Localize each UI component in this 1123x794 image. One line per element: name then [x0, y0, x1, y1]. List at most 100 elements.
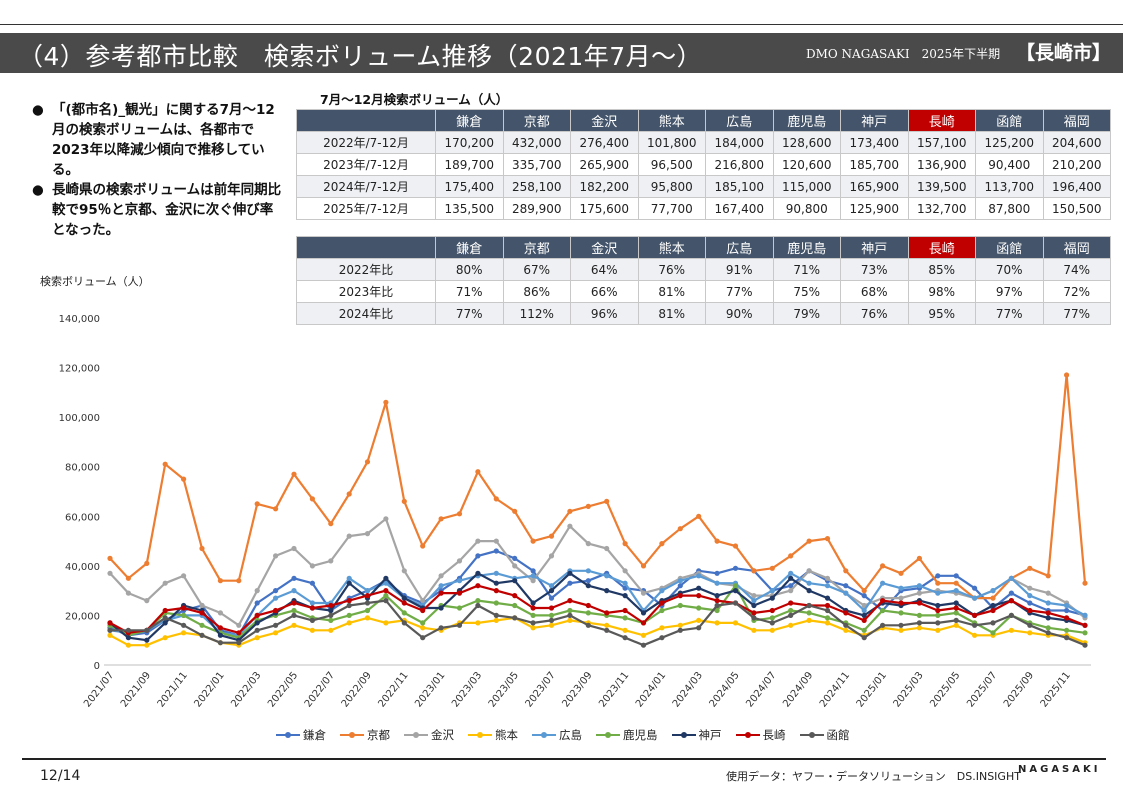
legend-label: 長崎: [762, 728, 786, 742]
data-point: [972, 622, 978, 628]
data-point: [364, 615, 371, 621]
data-point: [824, 595, 831, 601]
data-point: [420, 598, 426, 604]
legend-dot: [680, 732, 687, 738]
x-tick-label: 2021/09: [119, 670, 153, 710]
data-point: [604, 622, 610, 628]
ratio-table-cell: 68%: [840, 280, 909, 303]
volume-table-row-label: 2025年/7-12月: [296, 197, 436, 220]
ratio-table-cell: 77%: [975, 302, 1044, 325]
data-point: [824, 602, 831, 609]
data-point: [199, 632, 205, 638]
x-tick-label: 2021/11: [156, 670, 190, 710]
data-point: [788, 607, 794, 614]
x-tick-label: 2024/09: [781, 670, 815, 710]
legend-label: 京都: [367, 728, 390, 742]
data-point: [328, 602, 334, 609]
data-point: [659, 588, 665, 594]
data-point: [162, 620, 168, 626]
data-point: [512, 602, 518, 609]
volume-table-row: 2023年/7-12月 189,700 335,700 265,900 96,500 21…: [296, 153, 1111, 176]
data-point: [604, 545, 610, 552]
data-point: [438, 590, 444, 596]
legend-marker-icon: [404, 732, 428, 738]
x-tick-label: 2023/01: [413, 670, 447, 710]
legend-dot: [285, 732, 291, 738]
volume-table-cell: 96,500: [637, 153, 706, 176]
x-tick-label: 2025/03: [892, 670, 926, 710]
ratio-table-cell: 71%: [772, 258, 841, 281]
data-point: [898, 600, 904, 606]
data-point: [714, 602, 720, 609]
ratio-table-cell: 64%: [570, 258, 639, 281]
data-point: [788, 570, 794, 576]
data-point: [751, 615, 757, 621]
summary-bullets: ● 「(都市名)_観光」に関する7月～12月の検索ボリュームは、各都市で2023年…: [32, 100, 282, 240]
data-point: [1064, 615, 1070, 621]
data-point: [677, 526, 683, 532]
data-point: [1064, 372, 1070, 378]
ratio-table-row: 2023年比 71% 86% 66% 81% 77% 75% 68% 98% 97% 72%: [296, 280, 1111, 303]
legend-dot: [349, 732, 355, 738]
data-point: [953, 622, 959, 628]
data-point: [493, 588, 499, 594]
volume-table-cell: 125,200: [975, 131, 1044, 154]
legend-marker-icon: [799, 732, 824, 738]
data-point: [217, 578, 223, 584]
data-point: [291, 575, 297, 581]
ratio-table-cell: 77%: [705, 280, 774, 303]
data-point: [217, 640, 223, 646]
legend-marker-icon: [340, 732, 364, 738]
volume-table-cell: 170,200: [435, 131, 504, 154]
data-point: [898, 627, 904, 633]
data-point: [530, 568, 536, 574]
data-point: [1027, 607, 1033, 614]
data-point: [456, 590, 463, 596]
volume-table-cell: 113,700: [975, 175, 1044, 198]
data-point: [898, 610, 904, 616]
data-point: [843, 568, 849, 574]
data-point: [1027, 622, 1033, 628]
data-point: [1064, 635, 1070, 641]
data-point: [383, 588, 389, 594]
volume-table-cell: 216,800: [705, 153, 774, 176]
data-point: [640, 610, 647, 616]
data-point: [567, 617, 573, 623]
volume-table-cell: 101,800: [637, 131, 706, 154]
data-point: [732, 543, 739, 549]
data-point: [162, 607, 168, 614]
data-point: [181, 622, 187, 628]
ratio-table-col-header: 長崎: [907, 236, 976, 259]
x-tick-label: 2022/07: [303, 670, 337, 710]
data-point: [254, 612, 260, 618]
data-point: [181, 612, 187, 618]
data-point: [861, 588, 867, 594]
data-point: [990, 602, 996, 609]
data-point: [144, 598, 150, 604]
data-point: [1045, 615, 1051, 621]
data-point: [199, 602, 205, 609]
ratio-table-col-header: 神戸: [840, 236, 909, 259]
data-point: [530, 600, 536, 606]
ratio-table-header-row: 鎌倉 京都 金沢 熊本 広島 鹿児島 神戸 長崎 函館 福岡: [296, 236, 1111, 259]
data-point: [456, 558, 463, 564]
data-point: [548, 533, 555, 539]
series-line-長崎: [109, 584, 1086, 634]
data-point: [640, 620, 647, 626]
legend-label: 神戸: [698, 728, 722, 742]
data-point: [953, 588, 959, 594]
data-point: [1082, 612, 1088, 618]
top-rule: [0, 24, 1123, 25]
data-point: [585, 578, 591, 584]
data-point: [107, 620, 113, 626]
legend-dot: [541, 732, 547, 738]
data-point: [861, 617, 867, 623]
x-tick-label: 2023/09: [560, 670, 594, 710]
data-point: [788, 588, 794, 594]
ratio-table-cell: 85%: [907, 258, 976, 281]
data-point: [769, 607, 775, 614]
data-point: [916, 555, 923, 561]
volume-table-row-label: 2024年/7-12月: [296, 175, 436, 198]
volume-table-cell: 77,700: [637, 197, 706, 220]
data-point: [493, 548, 499, 554]
